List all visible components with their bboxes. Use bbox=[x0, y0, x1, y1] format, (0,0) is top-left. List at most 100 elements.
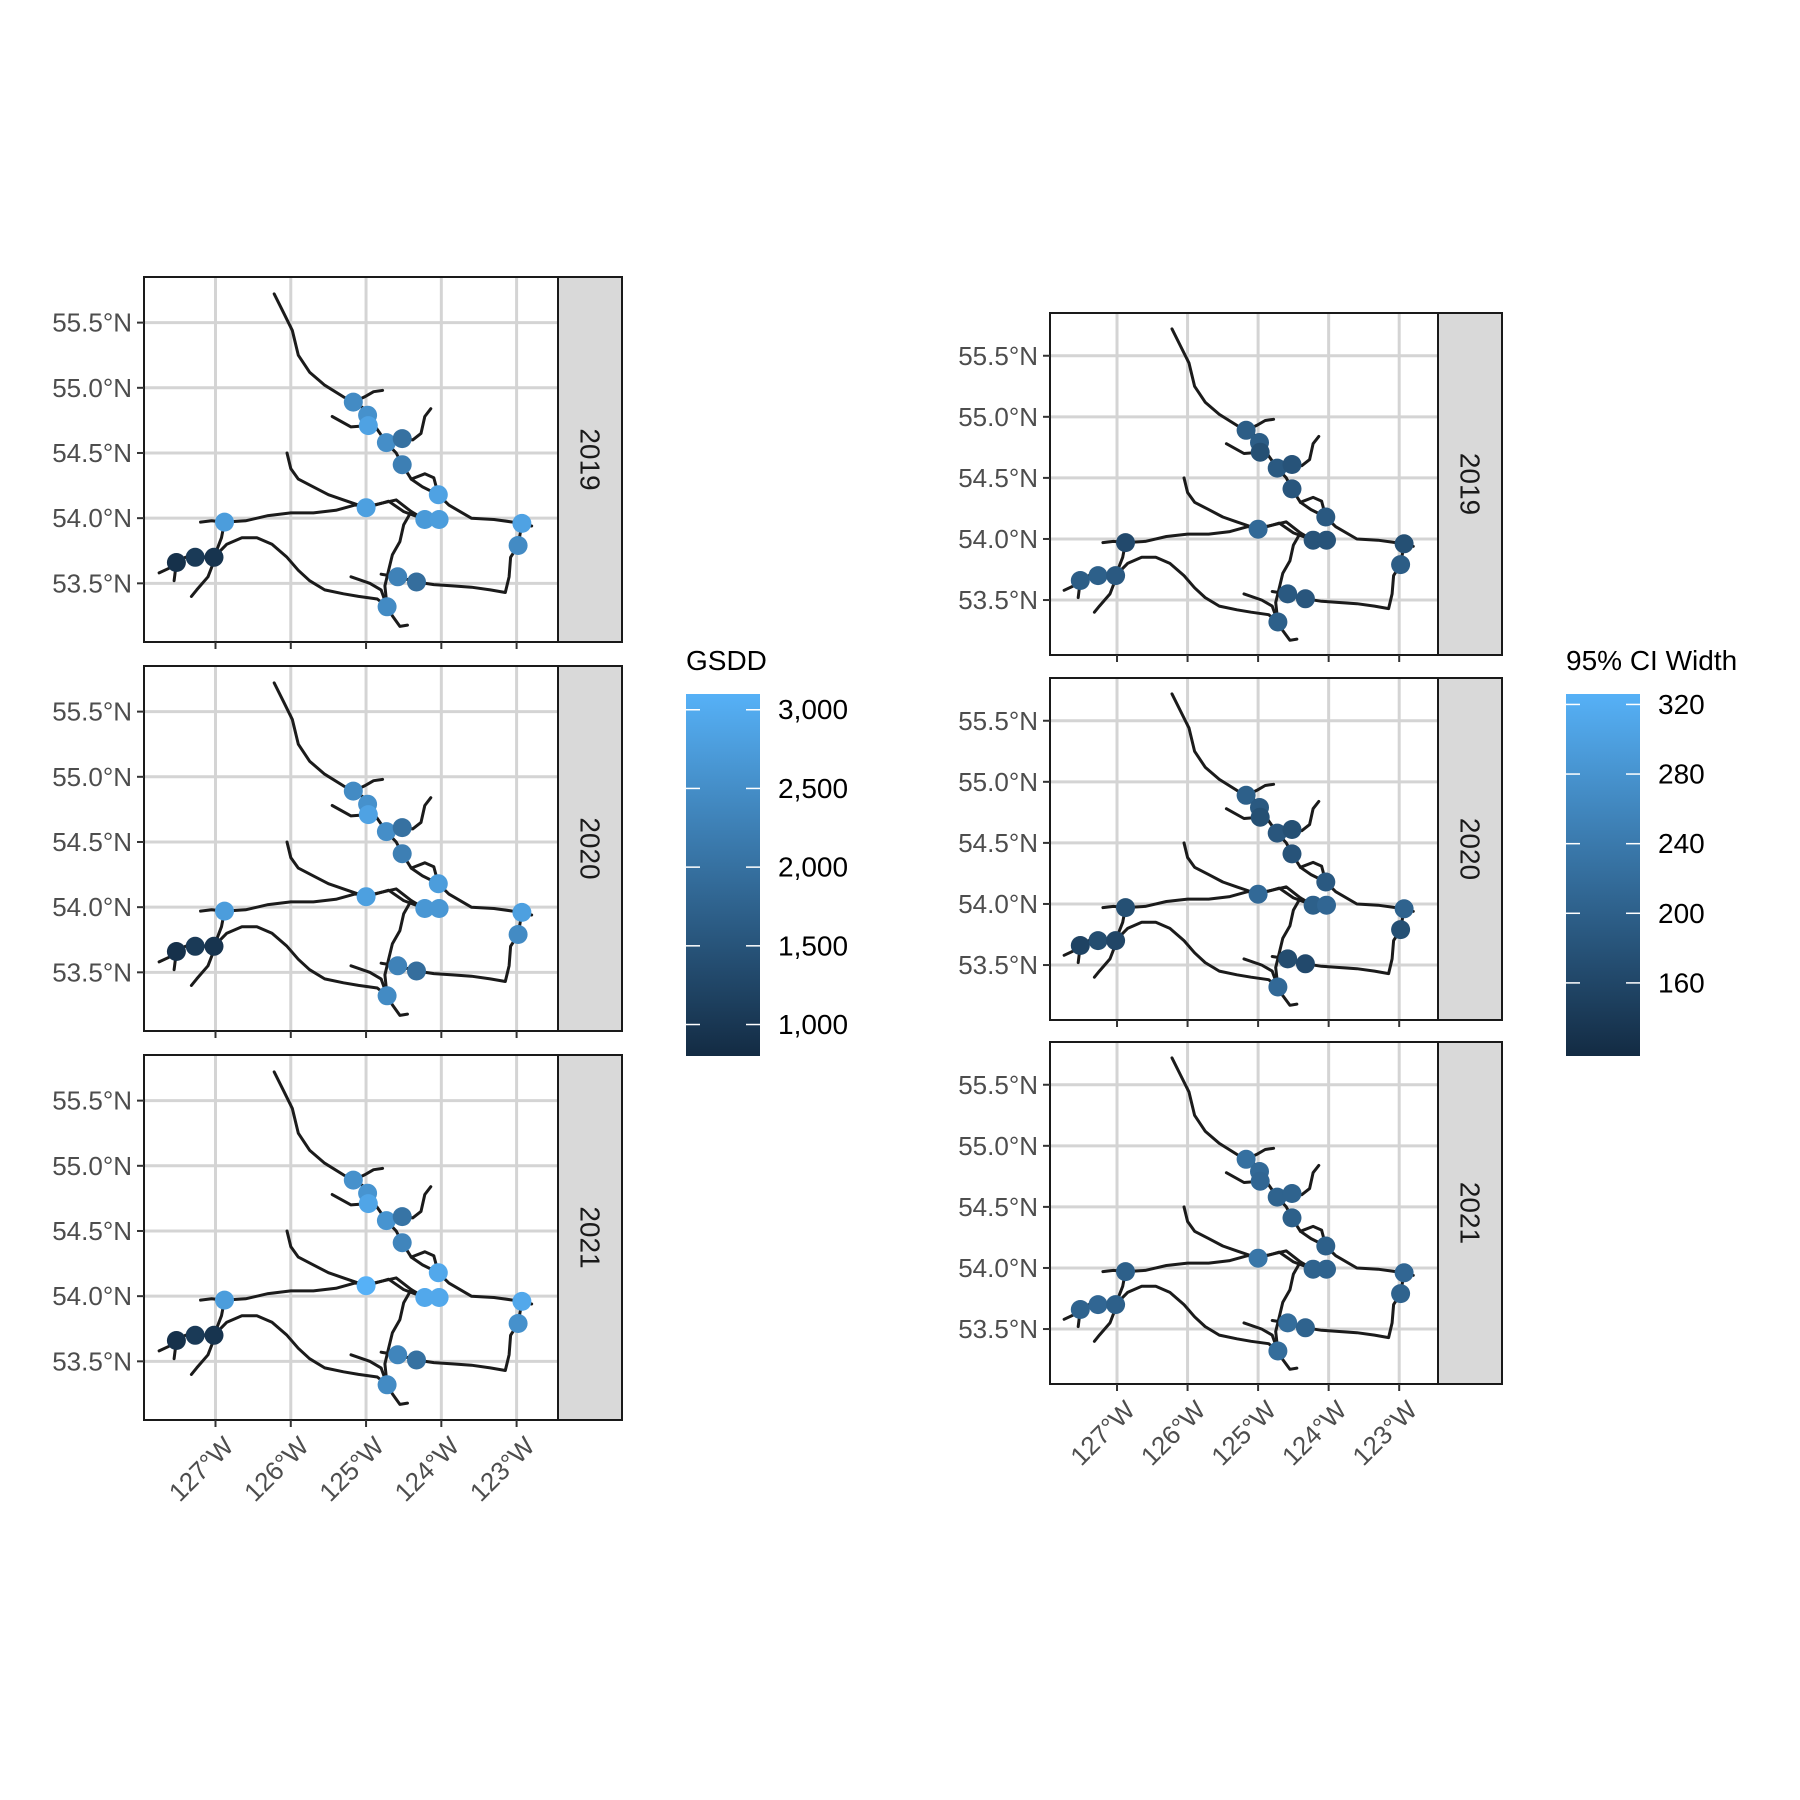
site-point bbox=[508, 925, 528, 944]
color-legend: GSDD 1,000 1,500 2,000 2,500 3,000 bbox=[686, 645, 848, 1056]
ci-width-map-panel: 2019 53.5°N 54.0°N 54.5°N 55.0°N 55.5°N 2020 53… bbox=[958, 312, 1737, 1471]
panel-background bbox=[1050, 313, 1438, 655]
stream-central-meander bbox=[383, 899, 413, 998]
site-point bbox=[1317, 895, 1336, 915]
y-tick-label: 55.0°N bbox=[52, 1151, 132, 1181]
panel-background bbox=[144, 1055, 558, 1420]
site-point bbox=[1267, 823, 1287, 843]
stream-central-meander bbox=[1274, 1260, 1302, 1353]
site-point bbox=[1391, 555, 1411, 575]
x-tick-label: 127°W bbox=[163, 1430, 240, 1507]
site-point bbox=[1250, 442, 1270, 462]
stream-central-meander bbox=[1274, 896, 1302, 989]
legend-title: 95% CI Width bbox=[1566, 645, 1737, 676]
site-point bbox=[377, 1375, 397, 1395]
site-point bbox=[185, 547, 205, 567]
legend-tick-label: 240 bbox=[1658, 828, 1705, 859]
site-point bbox=[1316, 1236, 1336, 1256]
site-point bbox=[1303, 895, 1323, 915]
legend-tick-label: 320 bbox=[1658, 689, 1705, 720]
y-tick-label: 54.0°N bbox=[958, 889, 1038, 919]
site-point bbox=[1278, 584, 1298, 604]
legend-tick-label: 1,500 bbox=[778, 930, 848, 961]
site-point bbox=[376, 433, 396, 453]
site-point bbox=[508, 1314, 528, 1333]
y-tick-label: 55.0°N bbox=[958, 402, 1038, 432]
site-point bbox=[1070, 571, 1090, 590]
site-point bbox=[508, 536, 528, 555]
y-tick-label: 54.5°N bbox=[52, 827, 132, 857]
stream-middle-tributary bbox=[285, 1229, 441, 1299]
y-tick-label: 53.5°N bbox=[52, 568, 132, 598]
facet-panel-2019: 2019 53.5°N 54.0°N 54.5°N 55.0°N 55.5°N bbox=[958, 312, 1503, 662]
site-point bbox=[415, 510, 435, 529]
facet-strip-label: 2020 bbox=[1455, 818, 1486, 880]
y-tick-label: 55.5°N bbox=[958, 341, 1038, 371]
site-point bbox=[1250, 807, 1270, 827]
legend-colorbar bbox=[686, 694, 760, 1056]
y-tick-label: 55.0°N bbox=[52, 762, 132, 792]
x-tick-label: 125°W bbox=[1205, 1394, 1282, 1471]
site-point bbox=[377, 597, 397, 617]
facet-strip bbox=[1437, 677, 1503, 1021]
y-tick-label: 54.5°N bbox=[958, 1192, 1038, 1222]
site-point bbox=[1236, 1149, 1256, 1169]
stream-western-bend bbox=[189, 944, 217, 987]
site-point bbox=[512, 902, 532, 922]
site-point bbox=[429, 1288, 449, 1307]
site-point bbox=[376, 1211, 396, 1231]
site-point bbox=[166, 1331, 186, 1350]
site-point bbox=[1267, 1187, 1287, 1207]
panel-background bbox=[1050, 1042, 1438, 1384]
site-point bbox=[388, 567, 408, 587]
legend-tick-label: 2,500 bbox=[778, 773, 848, 804]
site-point bbox=[1250, 1171, 1270, 1191]
y-tick-label: 54.5°N bbox=[958, 463, 1038, 493]
site-point bbox=[1295, 1318, 1315, 1338]
site-point bbox=[407, 1350, 426, 1370]
stream-main-stem bbox=[1124, 520, 1315, 545]
site-point bbox=[428, 485, 448, 505]
stream-main-stem bbox=[223, 887, 427, 913]
site-point bbox=[1236, 420, 1256, 440]
facet-panel-2021: 202153.5°N54.0°N54.5°N55.0°N55.5°N127°W1… bbox=[52, 1054, 623, 1507]
site-point bbox=[1282, 479, 1302, 499]
site-point bbox=[1106, 931, 1126, 951]
site-point bbox=[415, 899, 435, 918]
site-point bbox=[166, 942, 186, 961]
site-point bbox=[1248, 519, 1268, 539]
site-point bbox=[1391, 920, 1411, 940]
site-point bbox=[1317, 1259, 1336, 1279]
legend-tick-label: 160 bbox=[1658, 967, 1705, 998]
site-point bbox=[376, 822, 396, 842]
site-point bbox=[215, 1290, 234, 1310]
site-point bbox=[377, 986, 397, 1006]
color-legend: 95% CI Width 160 200 240 280 320 bbox=[1566, 645, 1737, 1056]
site-point bbox=[1282, 455, 1302, 474]
y-tick-label: 55.0°N bbox=[52, 373, 132, 403]
y-tick-label: 54.5°N bbox=[958, 828, 1038, 858]
site-point bbox=[1116, 533, 1135, 553]
y-tick-label: 55.5°N bbox=[958, 1070, 1038, 1100]
site-point bbox=[1106, 566, 1126, 586]
site-point bbox=[1394, 534, 1414, 554]
y-tick-label: 54.0°N bbox=[52, 503, 132, 533]
site-point bbox=[1248, 884, 1268, 904]
x-tick-label: 126°W bbox=[1135, 1394, 1212, 1471]
y-tick-label: 53.5°N bbox=[958, 950, 1038, 980]
facet-strip bbox=[1437, 312, 1503, 656]
facet-panel-2020: 2020 53.5°N 54.0°N 54.5°N 55.0°N 55.5°N bbox=[958, 677, 1503, 1027]
y-tick-label: 54.0°N bbox=[958, 1253, 1038, 1283]
site-point bbox=[1267, 458, 1287, 478]
site-point bbox=[388, 956, 408, 976]
y-tick-label: 54.0°N bbox=[52, 1281, 132, 1311]
site-point bbox=[392, 455, 412, 475]
site-point bbox=[1268, 1341, 1288, 1361]
site-point bbox=[1303, 1259, 1323, 1279]
facet-strip-label: 2021 bbox=[575, 1206, 606, 1268]
facet-strip bbox=[557, 665, 623, 1032]
site-point bbox=[204, 936, 224, 956]
site-point bbox=[1295, 954, 1315, 974]
facet-panel-2019: 2019 53.5°N 54.0°N 54.5°N 55.0°N 55.5°N bbox=[52, 276, 623, 649]
